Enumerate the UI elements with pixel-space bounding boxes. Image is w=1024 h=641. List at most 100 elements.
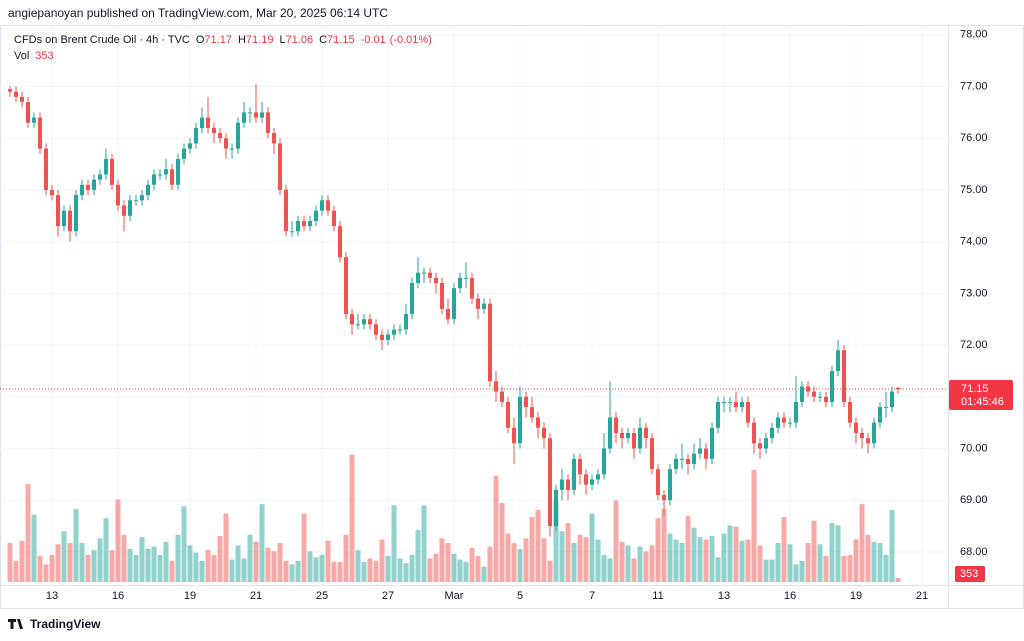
footer-logo: TradingView [8,617,101,631]
y-tick-label: 76.00 [960,132,988,144]
candle-body [8,89,12,92]
candle-body [62,210,66,227]
candle-body [230,148,234,150]
legend-text: -0.01 [361,34,386,46]
candle-body [644,427,648,439]
candle-body [722,401,726,403]
candle-body [458,277,462,289]
x-tick-label: 16 [784,590,796,602]
volume-bar [559,531,565,582]
candle-body [638,427,642,449]
candle-body [656,469,660,496]
volume-bar [541,538,547,582]
candle-body [764,438,768,449]
candle-body [830,370,834,402]
volume-bar [19,540,25,582]
volume-bar [697,537,703,582]
last-price: 71.15 [961,383,989,395]
volume-bar [847,554,853,582]
y-tick-label: 73.00 [960,287,988,299]
candle-body [452,288,456,320]
volume-bar [313,557,319,582]
candle-body [608,417,612,449]
volume-bar [73,508,79,582]
candle-body [536,417,540,428]
volume-bar [481,566,487,582]
volume-bar [205,550,211,582]
candle-body [620,432,624,439]
x-tick-label: 5 [517,590,523,602]
candle-body [566,479,570,490]
legend-text: 353 [35,50,53,62]
volume-bar [895,577,901,582]
volume-bar [331,561,337,582]
legend-text: (-0.01%) [390,34,432,46]
candle-body [422,272,426,274]
candle-body [362,319,366,325]
candle-body [806,386,810,392]
volume-bar [685,515,691,582]
candle-body [710,427,714,459]
volume-bar [379,539,385,582]
volume-bar [703,539,709,582]
volume-bar [739,540,745,582]
volume-bar [181,506,187,582]
candle-body [794,401,798,423]
volume-bar [355,550,361,582]
volume-bar [637,546,643,582]
volume-bar [439,538,445,582]
volume-bar [61,531,67,582]
candle-body [776,417,780,428]
candle-body [290,231,294,233]
candle-body [158,174,162,176]
x-tick-label: 19 [850,590,862,602]
candle-body [872,422,876,444]
volume-bar [613,500,619,582]
volume-bar [259,504,265,582]
volume-bar [829,523,835,582]
candle-body [434,277,438,284]
volume-bar [535,510,541,582]
volume-bar [49,554,55,582]
volume-bar [415,530,421,582]
volume-bar [325,540,331,582]
volume-bar [859,504,865,582]
candle-body [662,495,666,501]
volume-bar [793,564,799,582]
volume-bar [727,525,733,582]
candle-body [398,329,402,331]
legend-text: 71.17 [204,34,232,46]
candle-body [518,396,522,444]
volume-bar [361,561,367,582]
volume-bar [37,556,43,582]
candle-body [344,257,348,315]
volume-bar [823,556,829,582]
candle-body [674,458,678,470]
volume-bar [343,534,349,582]
header: angiepanoyan published on TradingView.co… [8,6,388,20]
candle-body [596,474,600,480]
volume-bar [121,534,127,582]
volume-bar [427,558,433,582]
candle-body [800,386,804,402]
volume-bar [217,535,223,582]
volume-bar [487,546,493,582]
volume-bar [877,543,883,582]
candle-body [326,200,330,211]
x-tick-label: 27 [382,590,394,602]
candle-body [554,489,558,527]
volume-bar [799,560,805,582]
candle-body [164,169,168,175]
candle-body [68,210,72,232]
candle-body [488,303,492,382]
volume-bar [769,559,775,582]
candle-body [176,158,180,185]
y-tick-label: 72.00 [960,339,988,351]
candle-body [338,226,342,258]
volume-bar [247,534,253,582]
volume-bar [409,554,415,582]
candle-body [266,112,270,134]
legend-text: Vol [14,50,29,62]
volume-bar [721,533,727,582]
x-tick-label: 21 [916,590,928,602]
